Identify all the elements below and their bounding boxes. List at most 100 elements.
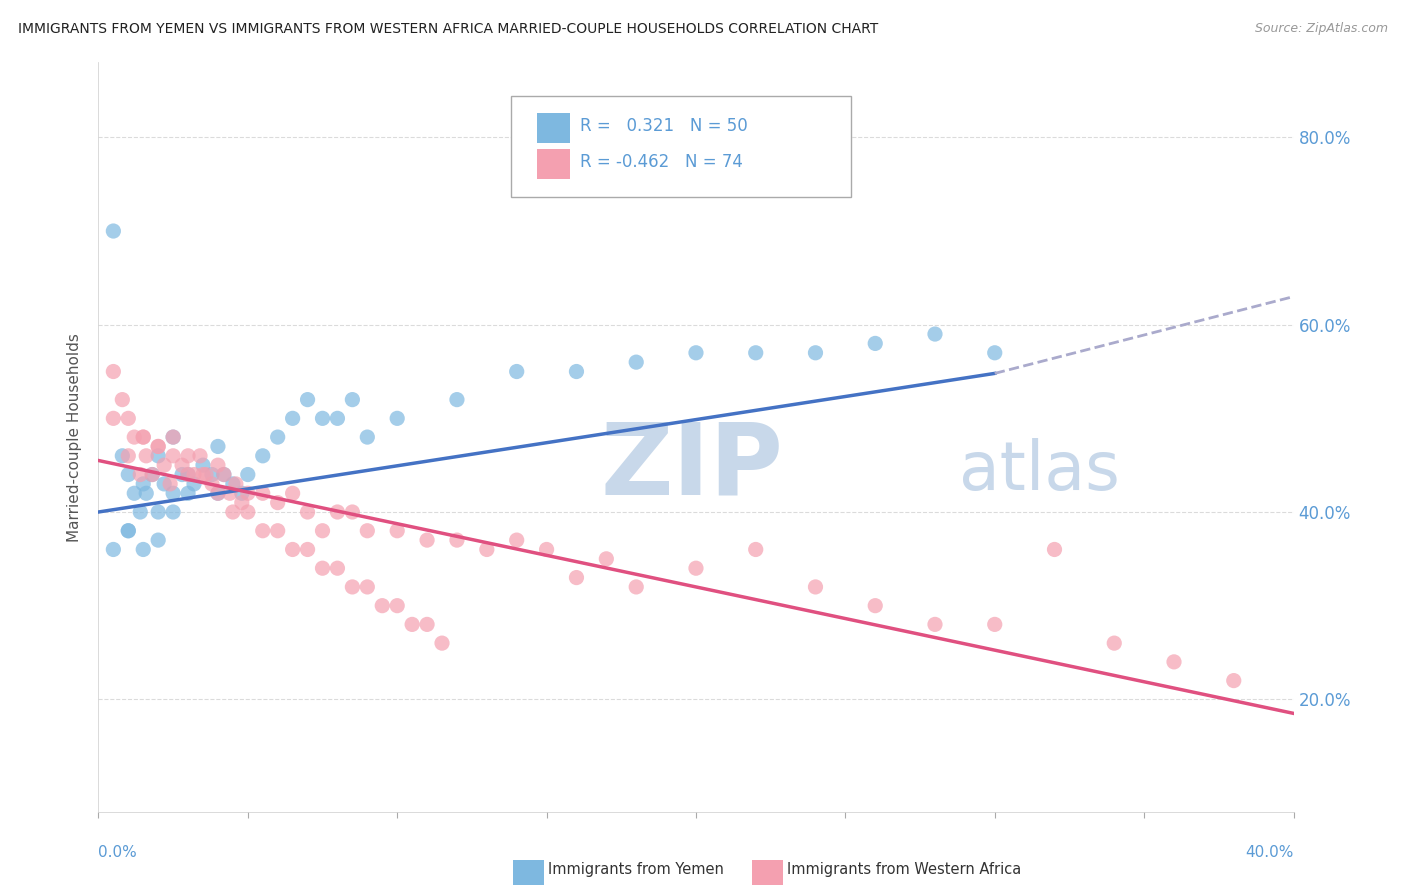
Point [201,476,224,491]
Point [148,449,170,463]
Point [117,467,139,482]
Point [924,326,946,341]
Point [132,476,155,491]
Point [117,524,139,538]
Point [117,449,139,463]
Point [297,392,319,407]
Point [311,411,333,425]
Point [595,551,617,566]
Point [177,449,200,463]
Point [311,561,333,575]
Point [1223,673,1246,688]
Point [236,505,259,519]
Point [111,449,134,463]
Point [385,411,409,425]
Point [745,345,768,359]
Bar [537,112,571,143]
Point [401,617,423,632]
Point [924,617,946,632]
Point [132,430,155,444]
Point [222,476,245,491]
Point [124,486,146,500]
Point [177,486,200,500]
Point [135,486,157,500]
Point [191,467,214,482]
Point [385,524,409,538]
Point [231,486,253,500]
Point [141,467,163,482]
Point [103,411,125,425]
Point [236,486,259,500]
Text: IMMIGRANTS FROM YEMEN VS IMMIGRANTS FROM WESTERN AFRICA MARRIED-COUPLE HOUSEHOLD: IMMIGRANTS FROM YEMEN VS IMMIGRANTS FROM… [18,22,879,37]
Point [162,430,184,444]
Point [416,617,439,632]
Point [297,542,319,557]
Point [984,617,1007,632]
Point [267,496,290,510]
Point [326,411,349,425]
Point [326,561,349,575]
Point [804,345,827,359]
Point [207,486,229,500]
Point [103,224,125,238]
Point [135,449,157,463]
Point [252,524,274,538]
Point [117,411,139,425]
Point [565,571,588,585]
Y-axis label: Married-couple Households: Married-couple Households [67,333,83,541]
Point [159,476,181,491]
Text: Source: ZipAtlas.com: Source: ZipAtlas.com [1254,22,1388,36]
Point [475,542,498,557]
Point [865,599,887,613]
Text: 0.0%: 0.0% [98,845,138,860]
Point [225,476,247,491]
Point [342,580,364,594]
Point [148,440,170,453]
Point [132,542,155,557]
Point [252,486,274,500]
Point [162,449,184,463]
Point [685,345,707,359]
Text: ZIP: ZIP [600,418,783,516]
Point [281,542,304,557]
Point [207,440,229,453]
Point [103,542,125,557]
Point [626,580,648,594]
Point [356,430,378,444]
Point [231,496,253,510]
Point [183,467,205,482]
Point [129,505,152,519]
Point [1104,636,1126,650]
Point [416,533,439,547]
Point [865,336,887,351]
Point [129,467,152,482]
Point [745,542,768,557]
Point [506,364,529,378]
FancyBboxPatch shape [510,96,852,197]
Point [222,505,245,519]
Point [212,467,235,482]
Point [804,580,827,594]
Point [430,636,453,650]
Point [267,430,290,444]
Point [111,392,134,407]
Point [153,476,176,491]
Point [201,467,224,482]
Point [356,580,378,594]
Point [103,364,125,378]
Point [342,505,364,519]
Point [626,355,648,369]
Text: Immigrants from Yemen: Immigrants from Yemen [548,863,724,877]
Text: 40.0%: 40.0% [1246,845,1294,860]
Point [212,467,235,482]
Point [1163,655,1185,669]
Point [148,505,170,519]
Point [177,467,200,482]
Point [162,505,184,519]
Point [162,430,184,444]
Point [148,533,170,547]
Point [132,430,155,444]
Point [356,524,378,538]
Point [207,458,229,473]
Bar [537,149,571,178]
